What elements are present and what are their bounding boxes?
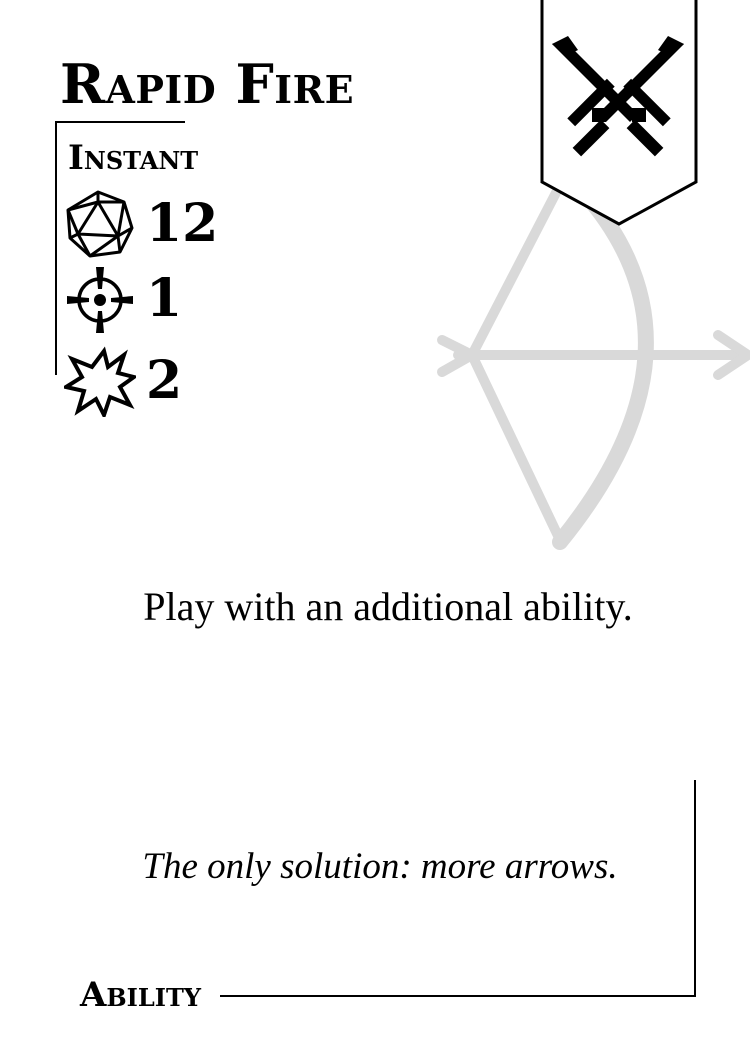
damage-stat: 2 — [64, 345, 182, 417]
cost-stat: 12 — [64, 188, 218, 260]
stat-bracket — [55, 121, 185, 375]
cost-value: 12 — [146, 193, 219, 254]
damage-value: 2 — [146, 350, 183, 411]
type-banner — [540, 0, 698, 226]
effect-text: Play with an additional ability. — [143, 584, 633, 629]
card-title: Rapid Fire — [60, 52, 355, 116]
burst-icon — [64, 346, 136, 417]
crosshair-icon — [67, 267, 133, 333]
range-stat: 1 — [64, 263, 182, 335]
crossed-swords-icon — [552, 36, 684, 157]
bow-and-arrow-icon — [437, 180, 750, 550]
flavor-bracket — [220, 780, 696, 997]
range-value: 1 — [146, 268, 183, 329]
flavor-text: The only solution: more arrows. — [142, 846, 618, 887]
d20-die-icon — [66, 190, 134, 258]
speed-label: Instant — [68, 138, 199, 178]
card-type-label: Ability — [80, 972, 211, 1018]
